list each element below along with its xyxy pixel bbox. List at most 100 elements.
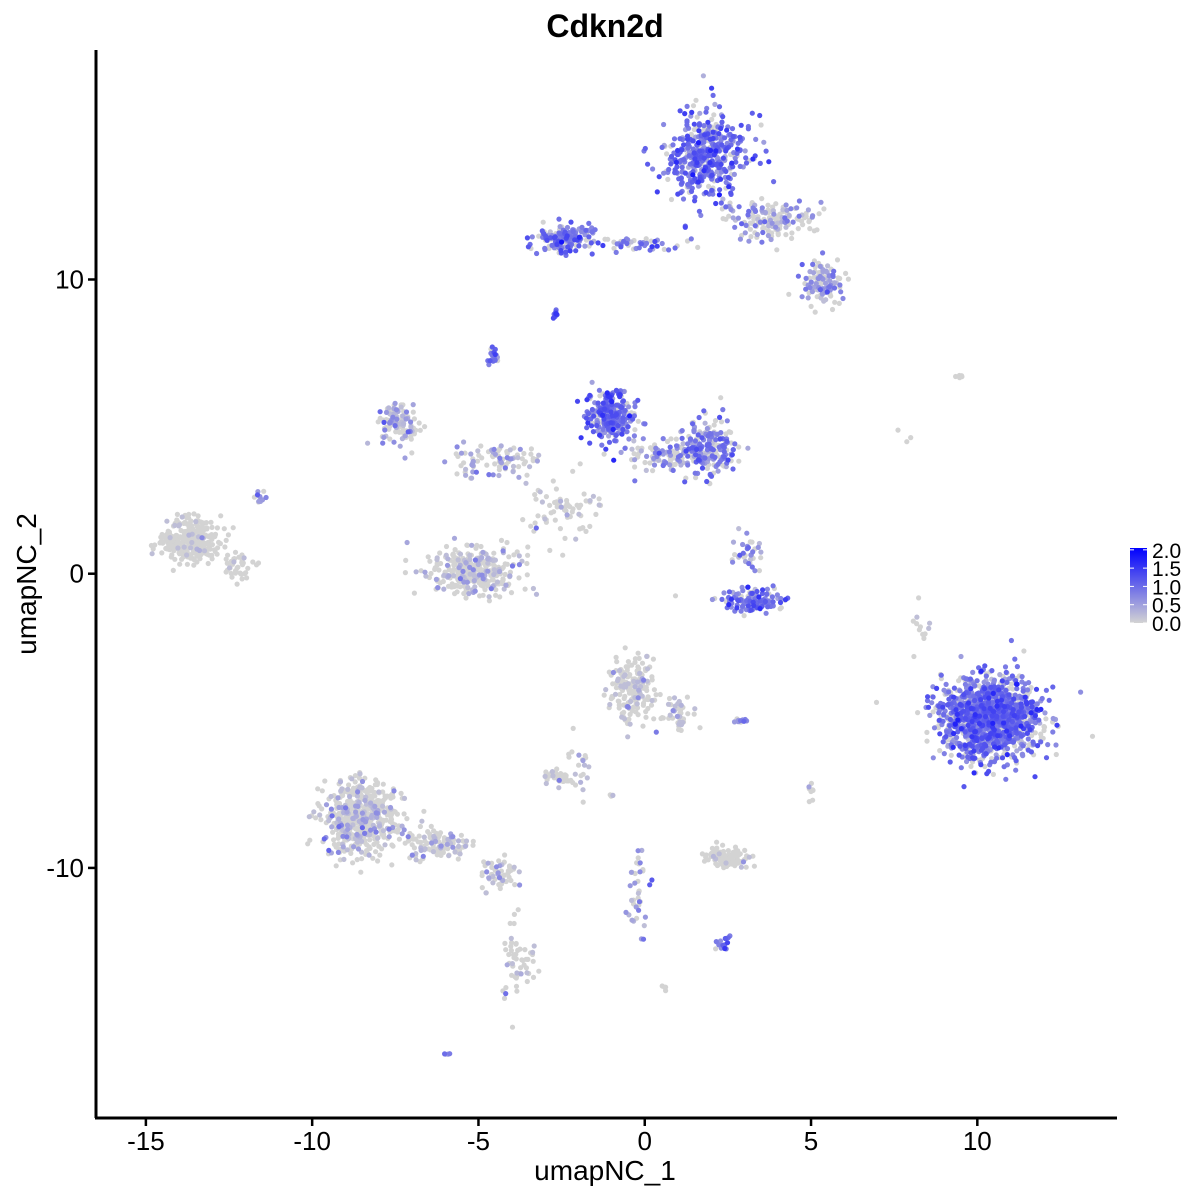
data-point bbox=[762, 598, 769, 605]
data-point bbox=[783, 232, 789, 238]
data-point bbox=[726, 213, 732, 219]
data-point bbox=[947, 759, 953, 765]
data-point bbox=[510, 952, 517, 958]
data-point bbox=[637, 670, 643, 677]
data-point bbox=[622, 645, 628, 651]
data-point bbox=[330, 829, 336, 835]
data-point bbox=[380, 828, 386, 834]
data-point bbox=[732, 155, 738, 161]
data-point bbox=[508, 947, 514, 954]
data-point bbox=[369, 785, 375, 792]
data-point bbox=[632, 457, 638, 463]
data-point bbox=[382, 427, 388, 433]
data-point bbox=[319, 806, 325, 812]
data-point bbox=[807, 226, 813, 232]
data-point bbox=[355, 846, 362, 852]
data-point bbox=[661, 246, 667, 252]
data-point bbox=[756, 540, 763, 547]
data-point bbox=[511, 920, 517, 927]
data-point bbox=[170, 567, 176, 574]
data-point bbox=[724, 438, 730, 444]
data-point bbox=[386, 826, 392, 832]
data-point bbox=[350, 860, 356, 866]
data-point bbox=[632, 464, 638, 470]
data-point bbox=[805, 207, 812, 213]
data-point bbox=[410, 402, 416, 408]
data-point bbox=[782, 215, 788, 221]
data-point bbox=[472, 557, 478, 563]
data-point bbox=[1004, 679, 1010, 686]
data-point bbox=[181, 544, 187, 550]
data-point bbox=[645, 694, 651, 700]
data-point bbox=[359, 856, 365, 862]
data-point bbox=[631, 451, 637, 457]
data-point bbox=[678, 175, 684, 181]
data-point bbox=[701, 408, 707, 414]
data-point bbox=[556, 785, 562, 791]
data-point bbox=[564, 512, 570, 518]
data-point bbox=[456, 565, 462, 571]
data-point bbox=[719, 596, 725, 603]
data-point bbox=[642, 145, 648, 152]
data-point bbox=[661, 984, 668, 990]
data-point bbox=[576, 243, 582, 249]
data-point bbox=[665, 701, 672, 707]
data-point bbox=[442, 1051, 448, 1057]
data-point bbox=[685, 462, 691, 468]
data-point bbox=[175, 545, 181, 551]
data-point bbox=[691, 711, 697, 717]
data-point bbox=[396, 836, 402, 842]
data-point bbox=[536, 968, 542, 974]
data-point bbox=[436, 832, 442, 838]
data-point bbox=[643, 467, 649, 473]
data-point bbox=[197, 541, 204, 547]
data-point bbox=[516, 553, 522, 559]
data-point bbox=[253, 562, 260, 568]
data-point bbox=[212, 531, 219, 538]
data-point bbox=[940, 739, 946, 745]
data-point bbox=[620, 398, 627, 404]
data-point bbox=[522, 586, 528, 592]
data-point bbox=[759, 239, 765, 245]
data-point bbox=[1032, 730, 1038, 736]
data-point bbox=[564, 497, 570, 504]
data-point bbox=[760, 229, 766, 236]
data-point bbox=[718, 395, 724, 401]
data-point bbox=[530, 949, 536, 956]
data-point bbox=[226, 565, 233, 571]
data-point bbox=[612, 691, 619, 697]
data-point bbox=[799, 294, 805, 300]
data-point bbox=[578, 779, 584, 785]
data-point bbox=[660, 436, 666, 442]
data-point bbox=[566, 754, 572, 760]
data-point bbox=[640, 936, 647, 942]
data-point bbox=[349, 776, 355, 782]
data-point bbox=[803, 275, 809, 281]
data-point bbox=[376, 789, 382, 795]
data-point bbox=[1019, 674, 1025, 680]
data-point bbox=[1053, 751, 1059, 758]
data-point bbox=[454, 589, 460, 595]
data-point bbox=[401, 795, 408, 802]
data-point bbox=[470, 567, 476, 573]
data-point bbox=[503, 947, 509, 953]
data-point bbox=[394, 416, 400, 422]
data-point bbox=[680, 196, 687, 202]
data-point bbox=[741, 613, 747, 619]
data-point bbox=[193, 519, 199, 525]
data-point bbox=[836, 300, 842, 306]
data-point bbox=[740, 541, 746, 548]
data-point bbox=[644, 453, 650, 459]
data-point bbox=[510, 463, 517, 469]
data-point bbox=[447, 1051, 453, 1057]
data-point bbox=[225, 532, 231, 538]
data-point bbox=[397, 443, 403, 449]
data-point bbox=[511, 552, 517, 558]
data-point bbox=[568, 777, 574, 783]
data-point bbox=[728, 206, 734, 213]
data-point bbox=[716, 104, 723, 110]
data-point bbox=[335, 835, 341, 841]
data-point bbox=[759, 196, 765, 202]
data-point bbox=[739, 221, 745, 227]
data-point bbox=[672, 245, 678, 251]
